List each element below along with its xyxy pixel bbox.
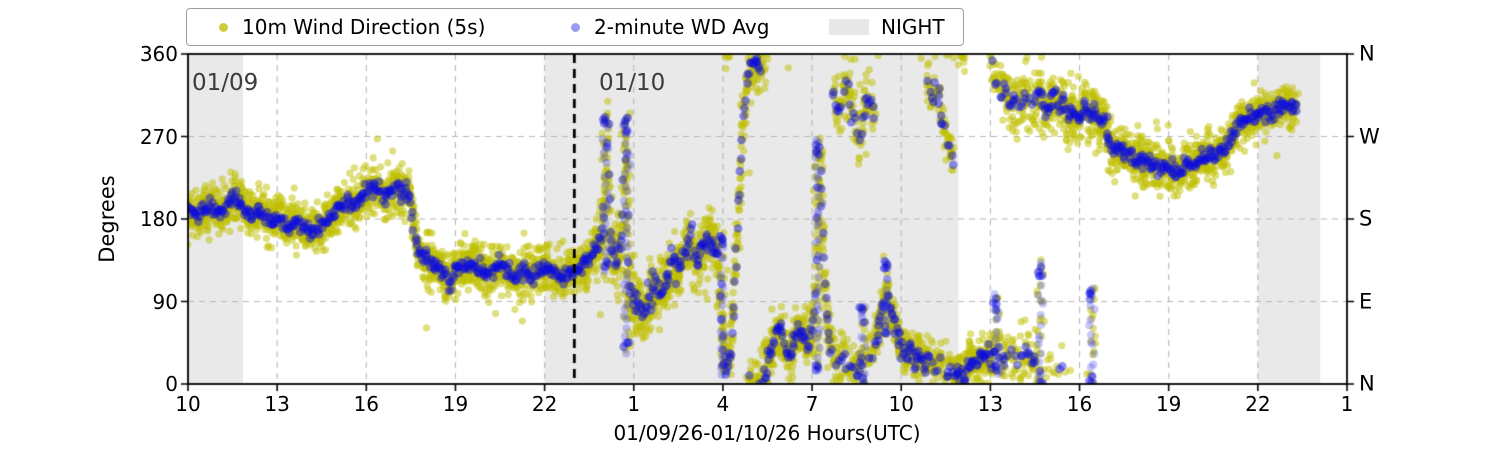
x-tick-label: 7 <box>805 392 819 416</box>
x-tick-label: 1 <box>1340 392 1354 416</box>
x-tick-label: 16 <box>353 392 380 416</box>
compass-tick-label: W <box>1359 124 1380 148</box>
legend-item-night: NIGHT <box>829 9 945 45</box>
x-axis-label: 01/09/26-01/10/26 Hours(UTC) <box>613 421 921 445</box>
x-tick-label: 4 <box>716 392 730 416</box>
wind5s-marker-icon <box>219 22 228 32</box>
x-tick-label: 13 <box>264 392 290 416</box>
avg-marker-icon <box>571 22 580 32</box>
y-tick-label: 270 <box>139 124 178 149</box>
legend-item-wind5s: 10m Wind Direction (5s) <box>219 9 485 45</box>
y-tick-label: 0 <box>165 372 178 396</box>
y-tick-label: 180 <box>139 207 178 231</box>
x-tick-label: 13 <box>977 392 1004 416</box>
legend-item-avg: 2-minute WD Avg <box>571 9 769 45</box>
wind5s-legend-label: 10m Wind Direction (5s) <box>242 15 486 39</box>
night-patch-icon <box>829 19 869 35</box>
x-tick-label: 1 <box>627 392 641 416</box>
y-axis-label: Degrees <box>95 175 119 263</box>
compass-tick-label: E <box>1359 289 1373 313</box>
compass-tick-label: N <box>1359 41 1375 66</box>
x-tick-label: 22 <box>1245 392 1271 416</box>
night-legend-label: NIGHT <box>881 15 945 39</box>
x-tick-label: 10 <box>175 392 201 416</box>
avg-legend-label: 2-minute WD Avg <box>594 15 770 39</box>
x-tick-label: 22 <box>531 392 558 416</box>
y-tick-label: 90 <box>152 289 178 314</box>
compass-tick-label: N <box>1359 371 1375 396</box>
day2-annotation: 01/10 <box>599 70 666 96</box>
day1-annotation: 01/09 <box>192 70 259 96</box>
compass-tick-label: S <box>1359 206 1373 231</box>
x-tick-label: 16 <box>1066 392 1093 416</box>
x-tick-label: 19 <box>1155 392 1182 416</box>
x-tick-label: 19 <box>442 392 469 416</box>
legend-box: 10m Wind Direction (5s) 2-minute WD Avg … <box>186 8 964 46</box>
y-tick-label: 360 <box>139 42 178 66</box>
x-tick-label: 10 <box>888 392 914 416</box>
